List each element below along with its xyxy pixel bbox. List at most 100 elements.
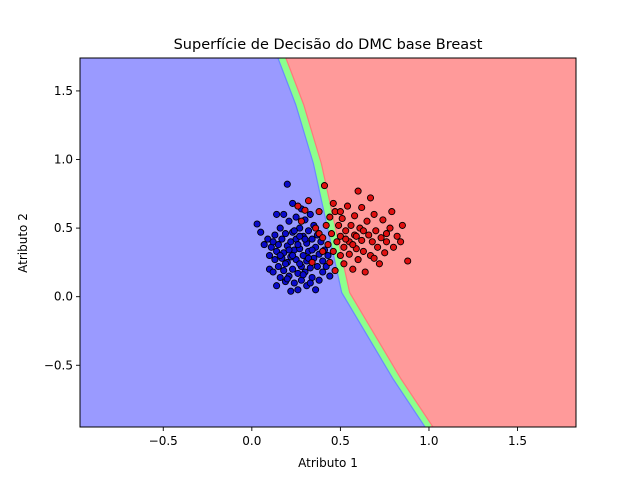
point-class-1 xyxy=(366,194,375,202)
point-class-0 xyxy=(280,267,288,275)
point-class-1 xyxy=(374,243,382,251)
point-class-0 xyxy=(289,265,297,273)
point-class-0 xyxy=(271,231,279,239)
point-class-0 xyxy=(274,262,282,271)
point-class-1 xyxy=(340,243,348,251)
point-class-1 xyxy=(349,265,357,273)
y-tick-label: 0.5 xyxy=(54,221,73,235)
point-class-1 xyxy=(359,247,367,255)
point-class-1 xyxy=(336,251,344,260)
x-tick-label: 1.5 xyxy=(508,434,527,448)
y-tick-label: 1.0 xyxy=(54,153,73,167)
point-class-1 xyxy=(370,210,378,218)
decision-regions xyxy=(80,58,576,427)
point-class-0 xyxy=(253,220,261,228)
point-class-1 xyxy=(343,202,352,210)
y-tick-label: 0.0 xyxy=(54,290,73,304)
point-class-0 xyxy=(319,257,327,265)
point-class-1 xyxy=(372,227,380,235)
point-class-0 xyxy=(306,210,314,218)
point-class-1 xyxy=(304,197,313,205)
point-class-1 xyxy=(322,221,330,229)
point-class-0 xyxy=(326,272,334,280)
point-class-1 xyxy=(315,208,323,216)
x-tick-label: 1.0 xyxy=(419,434,438,448)
point-class-1 xyxy=(358,236,366,244)
boundary-band xyxy=(278,58,432,427)
region-class-0 xyxy=(80,58,429,427)
point-class-0 xyxy=(278,235,286,243)
point-class-1 xyxy=(397,238,405,246)
point-class-1 xyxy=(370,254,378,262)
point-class-1 xyxy=(354,187,362,195)
point-class-1 xyxy=(340,260,348,268)
point-class-1 xyxy=(382,238,391,246)
point-class-1 xyxy=(388,208,396,216)
point-class-1 xyxy=(327,230,336,238)
point-class-1 xyxy=(326,258,334,266)
point-class-1 xyxy=(386,224,394,232)
point-class-1 xyxy=(301,206,309,214)
point-class-1 xyxy=(393,232,401,240)
x-axis-ticks: −0.5 0.0 0.5 1.0 1.5 xyxy=(149,427,527,448)
point-class-0 xyxy=(306,279,314,287)
point-class-0 xyxy=(296,260,304,268)
point-class-0 xyxy=(301,235,309,243)
point-class-0 xyxy=(274,241,282,249)
point-class-1 xyxy=(382,230,391,238)
point-class-1 xyxy=(342,227,350,235)
y-axis-label: Atributo 2 xyxy=(16,213,30,273)
point-class-1 xyxy=(398,221,406,229)
boundary-edge-red xyxy=(285,58,434,427)
point-class-0 xyxy=(296,232,304,240)
x-tick-label: 0.0 xyxy=(242,434,261,448)
point-class-1 xyxy=(359,227,367,235)
point-class-1 xyxy=(333,238,341,246)
point-class-0 xyxy=(269,238,277,246)
point-class-0 xyxy=(312,286,320,294)
point-class-1 xyxy=(363,217,371,225)
point-class-1 xyxy=(338,214,346,223)
point-class-0 xyxy=(276,273,284,282)
point-class-0 xyxy=(299,251,307,260)
point-class-0 xyxy=(260,241,268,249)
point-class-0 xyxy=(289,251,297,260)
point-class-0 xyxy=(276,251,284,260)
point-class-1 xyxy=(329,199,337,207)
point-class-1 xyxy=(320,182,329,190)
point-class-0 xyxy=(271,256,279,264)
point-class-1 xyxy=(326,213,334,221)
point-class-1 xyxy=(297,217,305,225)
point-class-1 xyxy=(345,250,353,258)
x-axis-label: Atributo 1 xyxy=(298,456,358,470)
point-class-0 xyxy=(292,213,300,221)
point-class-0 xyxy=(290,279,298,287)
point-class-0 xyxy=(281,230,290,238)
y-tick-label: −0.5 xyxy=(44,358,73,372)
point-class-1 xyxy=(379,216,387,224)
point-class-0 xyxy=(299,271,307,279)
point-class-0 xyxy=(273,282,281,290)
point-class-0 xyxy=(257,228,265,236)
point-class-1 xyxy=(347,221,355,229)
point-class-1 xyxy=(336,232,344,240)
point-class-1 xyxy=(331,267,339,275)
point-class-0 xyxy=(324,251,332,260)
point-class-1 xyxy=(308,258,316,266)
point-class-0 xyxy=(287,287,295,295)
point-class-0 xyxy=(281,260,290,268)
plot-frame xyxy=(79,57,577,428)
point-class-1 xyxy=(375,260,383,268)
point-class-1 xyxy=(349,241,357,249)
chart-title: Superfície de Decisão do DMC base Breast xyxy=(174,37,483,53)
point-class-0 xyxy=(269,268,277,276)
point-class-1 xyxy=(361,268,369,276)
point-class-1 xyxy=(312,224,320,232)
x-tick-label: −0.5 xyxy=(149,434,178,448)
x-tick-label: 0.5 xyxy=(331,434,350,448)
point-class-1 xyxy=(351,212,359,220)
point-class-0 xyxy=(319,268,327,276)
point-class-1 xyxy=(329,247,337,255)
point-class-0 xyxy=(304,227,313,235)
point-class-0 xyxy=(273,210,281,218)
